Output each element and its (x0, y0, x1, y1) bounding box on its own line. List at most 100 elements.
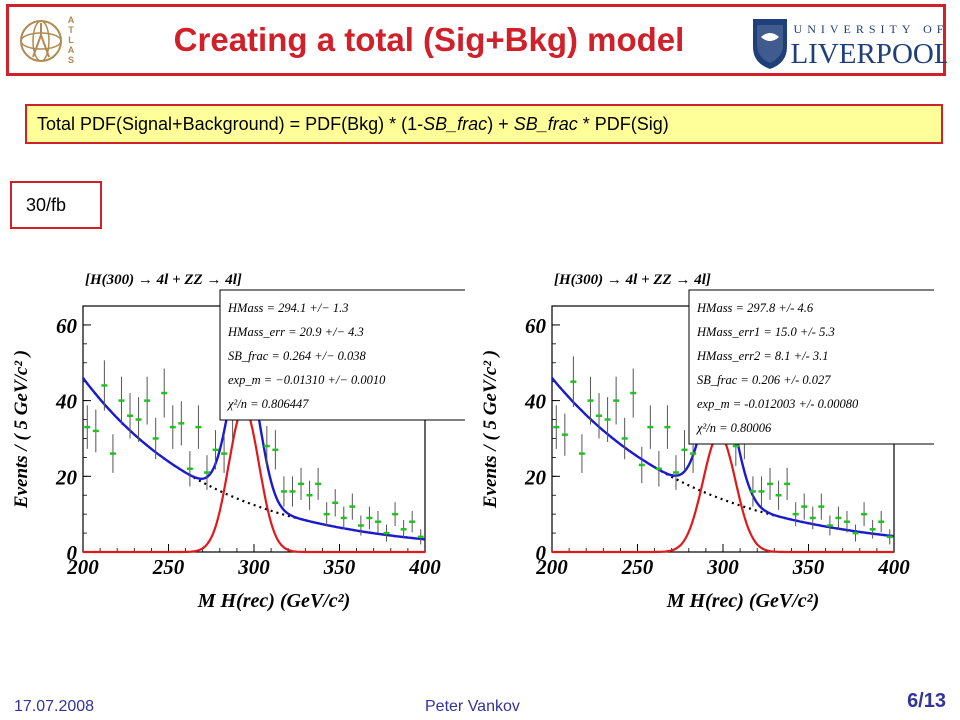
footer-date: 17.07.2008 (14, 698, 95, 715)
data-point (161, 368, 168, 418)
y-tick-label: 60 (525, 314, 547, 338)
data-point (604, 397, 611, 442)
fit-result-line: HMass_err2 = 8.1 +/- 3.1 (696, 349, 828, 363)
data-point (613, 376, 620, 425)
data-point (169, 405, 176, 449)
y-tick-label: 20 (55, 465, 78, 489)
data-point (340, 506, 347, 530)
formula-part2: ) + (487, 114, 514, 134)
data-point (784, 467, 791, 500)
data-point (417, 529, 424, 545)
data-point (383, 524, 390, 542)
x-tick-label: 200 (66, 555, 99, 579)
university-line2: LIVERPOOL (790, 38, 947, 70)
formula-part1: Total PDF(Signal+Background) = PDF(Bkg) … (37, 114, 424, 134)
data-point (878, 511, 885, 533)
data-point (357, 515, 364, 536)
data-point (570, 356, 577, 408)
fit-result-line: exp_m = -0.012003 +/- 0.00080 (697, 397, 859, 411)
data-point (561, 413, 568, 456)
data-point (681, 430, 688, 470)
formula-frac2: SB_frac (513, 114, 578, 134)
university-logo: UNIVERSITY OF LIVERPOOL (753, 19, 947, 70)
fit-plot-right: 200 250 300 350 400 0 20 40 60 M H(rec) (GeV/c²) E… (480, 272, 934, 612)
page-number: 6/13 (907, 690, 946, 712)
data-point (664, 405, 671, 449)
x-tick-label: 400 (877, 555, 910, 579)
y-axis-label: Events / ( 5 GeV/c² ) (11, 350, 32, 509)
data-point (306, 480, 313, 510)
data-point (621, 417, 628, 460)
y-axis-label: Events / ( 5 GeV/c² ) (480, 350, 501, 509)
formula-part3: * PDF(Sig) (577, 114, 669, 134)
formula-box: Total PDF(Signal+Background) = PDF(Bkg) … (25, 104, 943, 144)
x-axis-label: M H(rec) (GeV/c²) (197, 590, 351, 612)
data-point (118, 376, 125, 425)
formula-frac1: SB_frac (423, 114, 488, 134)
data-point (818, 493, 825, 520)
data-point (409, 511, 416, 533)
data-point (101, 360, 108, 411)
data-point (195, 405, 202, 449)
x-tick-label: 250 (621, 555, 654, 579)
luminosity-label: 30/fb (10, 181, 102, 229)
data-point (263, 426, 270, 467)
data-point (861, 502, 868, 527)
data-point (767, 467, 774, 500)
data-point (392, 502, 399, 527)
data-point (587, 376, 594, 425)
data-point (109, 434, 116, 473)
data-point (400, 520, 407, 539)
data-point (826, 515, 833, 536)
data-point (852, 524, 859, 542)
data-point (749, 476, 756, 507)
data-point (835, 506, 842, 530)
signal-curve (83, 406, 425, 554)
data-point (758, 476, 765, 507)
data-point (886, 529, 893, 545)
footer-author: Peter Vankov (425, 698, 520, 715)
university-line1: UNIVERSITY OF (794, 22, 947, 36)
y-tick-label: 40 (524, 390, 547, 414)
x-tick-label: 300 (237, 555, 270, 579)
y-tick-label: 0 (536, 541, 547, 565)
data-point (186, 450, 193, 487)
x-tick-label: 300 (706, 555, 739, 579)
fit-result-line: HMass = 297.8 +/- 4.6 (696, 301, 814, 315)
data-point (553, 405, 560, 449)
data-point (638, 446, 645, 484)
fit-result-line: SB_frac = 0.264 +/− 0.038 (228, 349, 367, 363)
data-point (869, 520, 876, 539)
x-tick-label: 350 (323, 555, 356, 579)
page-title: Creating a total (Sig+Bkg) model (173, 21, 685, 58)
y-tick-label: 40 (55, 390, 78, 414)
fit-result-line: χ²/n = 0.806447 (227, 397, 309, 411)
data-point (280, 476, 287, 507)
data-point (843, 511, 850, 533)
data-point (596, 393, 603, 439)
data-point (323, 502, 330, 527)
data-point (332, 489, 339, 517)
x-tick-label: 400 (408, 555, 441, 579)
data-point (647, 405, 654, 449)
x-tick-label: 350 (792, 555, 825, 579)
data-point (144, 376, 151, 425)
fit-results-box (688, 289, 934, 445)
data-point (289, 476, 296, 507)
data-point (221, 434, 228, 473)
data-point (315, 467, 322, 500)
signal-curve (552, 433, 894, 554)
data-point (630, 368, 637, 418)
y-tick-label: 60 (56, 314, 78, 338)
x-tick-label: 250 (152, 555, 185, 579)
data-point (775, 480, 782, 510)
data-point (809, 506, 816, 530)
data-point (272, 430, 279, 470)
y-tick-label: 0 (67, 541, 78, 565)
data-point (366, 506, 373, 530)
fit-result-line: HMass_err1 = 15.0 +/- 5.3 (696, 325, 835, 339)
fit-plot-left: 200 250 300 350 400 0 20 40 60 M H(rec) (GeV/c²) E… (11, 272, 465, 612)
